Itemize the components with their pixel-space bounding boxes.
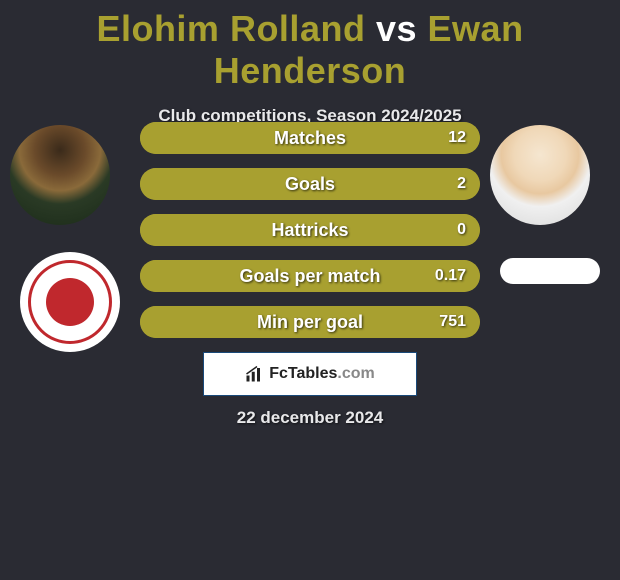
brand-suffix: .com [337, 365, 374, 382]
stat-bar-track: Matches12 [140, 122, 480, 154]
stat-bar-track: Hattricks0 [140, 214, 480, 246]
player1-name: Elohim Rolland [96, 8, 365, 49]
stat-row: Matches12 [140, 122, 480, 154]
brand-name: FcTables [269, 365, 337, 382]
player2-club-pill [500, 258, 600, 284]
stat-label: Hattricks [140, 214, 480, 246]
date-label: 22 december 2024 [0, 408, 620, 428]
stat-bars: Matches12 Goals2 Hattricks0 Goals per match… [140, 122, 480, 352]
player1-face-icon [10, 125, 110, 225]
player2-avatar [490, 125, 590, 225]
crest-ring-icon [28, 260, 112, 344]
stat-label: Goals [140, 168, 480, 200]
player1-club-crest [20, 252, 120, 352]
stat-row: Goals2 [140, 168, 480, 200]
player1-avatar [10, 125, 110, 225]
stat-row: Goals per match0.17 [140, 260, 480, 292]
stat-label: Matches [140, 122, 480, 154]
stat-value-right: 2 [457, 168, 466, 200]
stat-bar-track: Goals2 [140, 168, 480, 200]
comparison-title: Elohim Rolland vs Ewan Henderson [0, 0, 620, 92]
stat-value-right: 0.17 [435, 260, 466, 292]
brand-text: FcTables.com [269, 365, 375, 383]
stat-value-right: 0 [457, 214, 466, 246]
vs-word: vs [376, 8, 417, 49]
stat-row: Min per goal751 [140, 306, 480, 338]
stat-bar-track: Goals per match0.17 [140, 260, 480, 292]
stat-row: Hattricks0 [140, 214, 480, 246]
barchart-icon [245, 365, 263, 383]
stat-bar-track: Min per goal751 [140, 306, 480, 338]
stat-label: Min per goal [140, 306, 480, 338]
stat-value-right: 12 [448, 122, 466, 154]
crest-core-icon [46, 278, 94, 326]
stat-value-right: 751 [439, 306, 466, 338]
stat-label: Goals per match [140, 260, 480, 292]
player2-face-icon [490, 125, 590, 225]
brand-box: FcTables.com [203, 352, 417, 396]
